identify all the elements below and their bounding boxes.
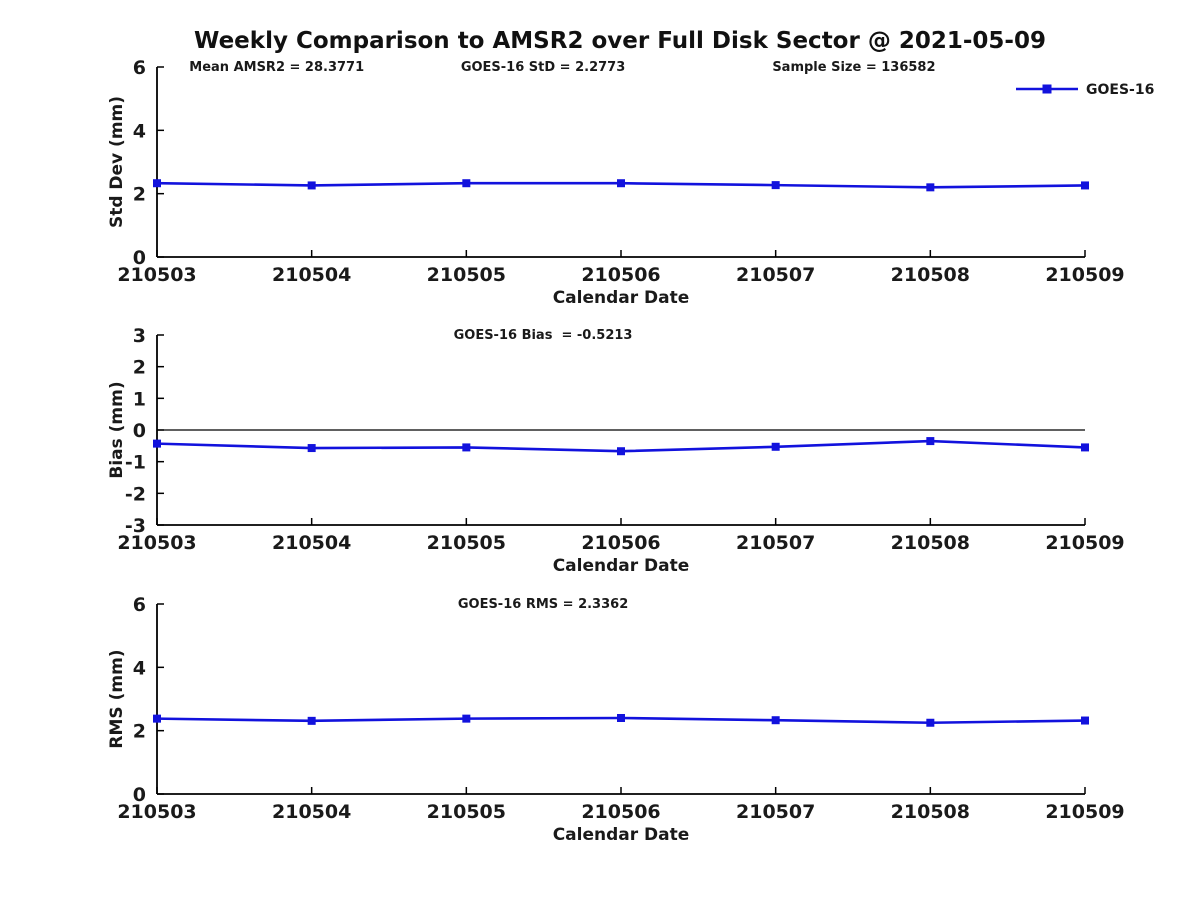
y-tick-label: -2 [125,483,146,505]
legend-label: GOES-16 [1086,82,1154,98]
y-tick-label: -3 [125,515,146,537]
legend-marker-icon [1042,84,1052,94]
series-marker [617,447,625,456]
y-tick-label: 1 [133,388,146,410]
x-tick-label: 210505 [427,801,506,823]
series-marker [926,718,935,727]
axis-annotation: GOES-16 StD = 2.2773 [461,60,625,75]
x-tick-label: 210509 [1045,264,1124,286]
series-marker [462,443,471,452]
x-tick-label: 210508 [891,801,970,823]
series-marker [307,716,316,725]
chart-rms: 0 2 4 6 210503 210504 210505 210506 210507 210508… [107,594,1125,845]
y-tick-label: 0 [133,784,146,806]
x-tick-label: 210505 [427,264,506,286]
series-marker [153,714,161,723]
figure-title: Weekly Comparison to AMSR2 over Full Dis… [194,28,1046,54]
y-axis-title: Std Dev (mm) [107,96,127,228]
y-tick-label: 6 [133,57,146,79]
series-marker [462,179,471,188]
x-tick-label: 210504 [272,801,351,823]
series-marker [926,437,935,446]
axis-annotation: GOES-16 RMS = 2.3362 [458,597,628,612]
series-marker [1081,443,1089,452]
series-marker [307,444,316,453]
y-tick-label: -1 [125,452,146,474]
x-tick-label: 210509 [1045,532,1124,554]
axis-annotation: Mean AMSR2 = 28.3771 [189,60,364,75]
y-tick-label: 2 [133,721,146,743]
x-tick-label: 210503 [117,532,196,554]
y-tick-label: 6 [133,594,146,616]
y-tick-label: 2 [133,184,146,206]
x-tick-label: 210508 [891,264,970,286]
x-tick-label: 210507 [736,801,815,823]
series-marker [771,442,780,451]
series-marker [771,181,780,190]
x-tick-label: 210503 [117,264,196,286]
y-tick-label: 4 [133,657,146,679]
axis-annotation: GOES-16 Bias = -0.5213 [454,328,633,343]
x-tick-label: 210509 [1045,801,1124,823]
y-tick-label: 0 [133,420,146,442]
series-marker [462,714,471,723]
y-axis-title: Bias (mm) [107,381,127,478]
x-tick-label: 210507 [736,532,815,554]
y-axis-title: RMS (mm) [107,649,127,748]
series-marker [1081,716,1089,725]
series-marker [153,439,161,448]
series-marker [771,716,780,725]
chart-std-dev: 0 2 4 6 210503 210504 210505 210506 210507 210508… [107,57,1154,308]
chart-bias: -3 -2 -1 0 1 2 3 210503 210504 210505 210506 210507… [107,325,1125,576]
series-marker [307,181,316,190]
x-tick-label: 210503 [117,801,196,823]
y-tick-label: 2 [133,357,146,379]
series-marker [926,183,935,192]
series-marker [1081,181,1089,190]
x-axis-title: Calendar Date [553,288,690,308]
y-tick-label: 3 [133,325,146,347]
x-axis-title: Calendar Date [553,556,690,576]
x-tick-label: 210506 [581,264,660,286]
series-marker [617,714,625,722]
x-tick-label: 210504 [272,264,351,286]
x-tick-label: 210507 [736,264,815,286]
x-tick-label: 210508 [891,532,970,554]
y-tick-label: 0 [133,247,146,269]
x-tick-label: 210505 [427,532,506,554]
x-tick-label: 210504 [272,532,351,554]
axis-annotation: Sample Size = 136582 [772,60,935,75]
series-marker [153,179,161,188]
series-marker [617,179,625,188]
x-tick-label: 210506 [581,532,660,554]
y-tick-label: 4 [133,120,146,142]
x-axis-title: Calendar Date [553,825,690,845]
x-tick-label: 210506 [581,801,660,823]
